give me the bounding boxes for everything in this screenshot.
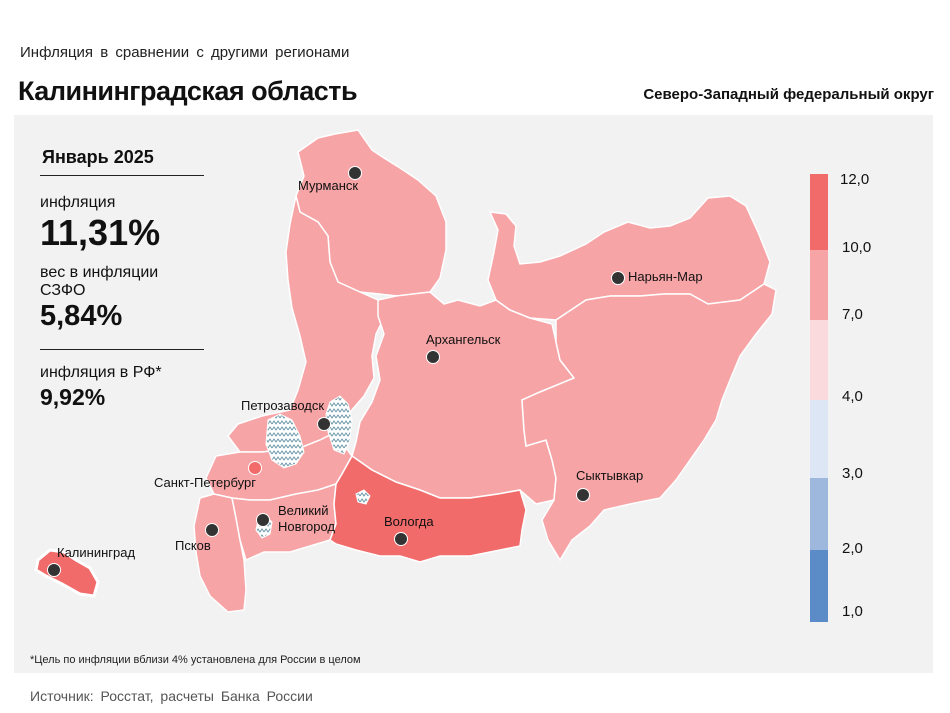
legend-label-4: 4,0	[842, 388, 863, 405]
city-dot	[576, 488, 590, 502]
legend-swatch-4-3	[810, 400, 828, 478]
city-label-line1: Великий	[278, 503, 329, 518]
region-vologda[interactable]	[329, 454, 527, 563]
inflation-label: инфляция	[40, 194, 116, 211]
chart-subtitle: Инфляция в сравнении с другими регионами	[20, 44, 350, 61]
city-label: Архангельск	[426, 332, 501, 347]
legend-label-10: 10,0	[842, 239, 872, 256]
region-kaliningrad[interactable]	[34, 548, 100, 598]
legend-swatch-3-2	[810, 478, 828, 550]
city-label: Санкт-Петербург	[154, 475, 256, 490]
city-dot	[426, 350, 440, 364]
city-label: Петрозаводск	[241, 398, 325, 413]
info-divider	[40, 349, 204, 350]
city-label: Нарьян-Мар	[628, 269, 703, 284]
legend-swatch-2-1	[810, 550, 828, 622]
period-label: Январь 2025	[40, 147, 204, 176]
info-box: Январь 2025 инфляция 11,31% вес в инфляц…	[40, 147, 204, 411]
legend	[810, 174, 828, 622]
weight-value: 5,84%	[40, 300, 123, 332]
rf-inflation-value: 9,92%	[40, 384, 106, 410]
legend-label-12: 12,0	[840, 171, 870, 188]
city-dot	[205, 523, 219, 537]
legend-label-2: 2,0	[842, 540, 863, 557]
city-dot	[256, 513, 270, 527]
legend-label-3: 3,0	[842, 465, 863, 482]
legend-swatch-7-4	[810, 320, 828, 400]
city-label: Вологда	[384, 514, 434, 529]
city-dot	[394, 532, 408, 546]
city-dot	[348, 166, 362, 180]
city-label: Мурманск	[298, 178, 359, 193]
city-label: Сыктывкар	[576, 468, 644, 483]
weight-label: вес в инфляции СЗФО	[40, 264, 159, 299]
legend-label-1: 1,0	[842, 603, 863, 620]
legend-swatch-10-7	[810, 250, 828, 320]
city-dot	[611, 271, 625, 285]
rf-inflation-label: инфляция в РФ*	[40, 364, 162, 381]
district-title: Северо-Западный федеральный округ	[643, 86, 934, 103]
city-dot	[47, 563, 61, 577]
lake-beloye	[355, 489, 371, 505]
city-label-line2: Новгород	[278, 519, 335, 534]
source: Источник: Росстат, расчеты Банка России	[30, 688, 313, 704]
city-label: Калининград	[57, 545, 136, 560]
region-komi[interactable]	[521, 283, 777, 562]
city-label: Псков	[175, 538, 211, 553]
inflation-value: 11,31%	[40, 212, 161, 253]
footnote: *Цель по инфляции вблизи 4% установлена …	[30, 654, 361, 666]
legend-swatch-12-10	[810, 174, 828, 250]
city-dot	[248, 461, 262, 475]
city-dot	[317, 417, 331, 431]
region-title: Калининградская область	[18, 76, 358, 106]
lake-ladoga	[265, 413, 305, 469]
legend-label-7: 7,0	[842, 306, 863, 323]
region-nenets[interactable]	[487, 195, 771, 321]
